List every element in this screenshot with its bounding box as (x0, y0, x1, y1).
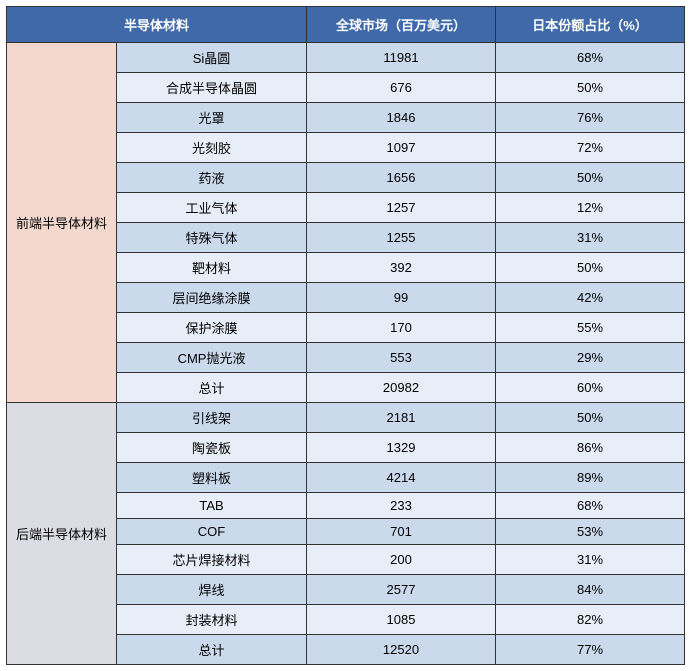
share-cell: 12% (496, 193, 685, 223)
name-cell: 封装材料 (117, 605, 307, 635)
name-cell: 光刻胶 (117, 133, 307, 163)
market-cell: 1257 (307, 193, 496, 223)
header-share: 日本份额占比（%） (496, 7, 685, 43)
market-cell: 11981 (307, 43, 496, 73)
table-row: 前端半导体材料Si晶圆1198168% (7, 43, 685, 73)
name-cell: 工业气体 (117, 193, 307, 223)
name-cell: 层间绝缘涂膜 (117, 283, 307, 313)
group-cell: 前端半导体材料 (7, 43, 117, 403)
table-header-row: 半导体材料 全球市场（百万美元） 日本份额占比（%） (7, 7, 685, 43)
share-cell: 53% (496, 519, 685, 545)
market-cell: 99 (307, 283, 496, 313)
market-cell: 12520 (307, 635, 496, 665)
name-cell: CMP抛光液 (117, 343, 307, 373)
name-cell: 引线架 (117, 403, 307, 433)
share-cell: 60% (496, 373, 685, 403)
share-cell: 31% (496, 545, 685, 575)
share-cell: 82% (496, 605, 685, 635)
market-cell: 1656 (307, 163, 496, 193)
semiconductor-materials-table: 半导体材料 全球市场（百万美元） 日本份额占比（%） 前端半导体材料Si晶圆11… (6, 6, 685, 665)
market-cell: 20982 (307, 373, 496, 403)
name-cell: 总计 (117, 635, 307, 665)
name-cell: 特殊气体 (117, 223, 307, 253)
name-cell: 合成半导体晶圆 (117, 73, 307, 103)
share-cell: 77% (496, 635, 685, 665)
share-cell: 31% (496, 223, 685, 253)
name-cell: 药液 (117, 163, 307, 193)
name-cell: 焊线 (117, 575, 307, 605)
share-cell: 76% (496, 103, 685, 133)
name-cell: TAB (117, 493, 307, 519)
market-cell: 1097 (307, 133, 496, 163)
market-cell: 1255 (307, 223, 496, 253)
group-cell: 后端半导体材料 (7, 403, 117, 665)
name-cell: 靶材料 (117, 253, 307, 283)
name-cell: 光罩 (117, 103, 307, 133)
market-cell: 1329 (307, 433, 496, 463)
share-cell: 86% (496, 433, 685, 463)
name-cell: 陶瓷板 (117, 433, 307, 463)
share-cell: 55% (496, 313, 685, 343)
header-material: 半导体材料 (7, 7, 307, 43)
share-cell: 42% (496, 283, 685, 313)
table-row: 后端半导体材料引线架218150% (7, 403, 685, 433)
share-cell: 50% (496, 163, 685, 193)
share-cell: 29% (496, 343, 685, 373)
market-cell: 2577 (307, 575, 496, 605)
name-cell: COF (117, 519, 307, 545)
name-cell: 芯片焊接材料 (117, 545, 307, 575)
share-cell: 72% (496, 133, 685, 163)
market-cell: 1846 (307, 103, 496, 133)
market-cell: 170 (307, 313, 496, 343)
name-cell: 总计 (117, 373, 307, 403)
market-cell: 392 (307, 253, 496, 283)
market-cell: 553 (307, 343, 496, 373)
market-cell: 4214 (307, 463, 496, 493)
market-cell: 1085 (307, 605, 496, 635)
share-cell: 68% (496, 43, 685, 73)
share-cell: 84% (496, 575, 685, 605)
market-cell: 676 (307, 73, 496, 103)
header-market: 全球市场（百万美元） (307, 7, 496, 43)
market-cell: 2181 (307, 403, 496, 433)
share-cell: 68% (496, 493, 685, 519)
name-cell: Si晶圆 (117, 43, 307, 73)
share-cell: 50% (496, 253, 685, 283)
name-cell: 塑料板 (117, 463, 307, 493)
share-cell: 89% (496, 463, 685, 493)
name-cell: 保护涂膜 (117, 313, 307, 343)
share-cell: 50% (496, 73, 685, 103)
market-cell: 233 (307, 493, 496, 519)
market-cell: 200 (307, 545, 496, 575)
share-cell: 50% (496, 403, 685, 433)
market-cell: 701 (307, 519, 496, 545)
